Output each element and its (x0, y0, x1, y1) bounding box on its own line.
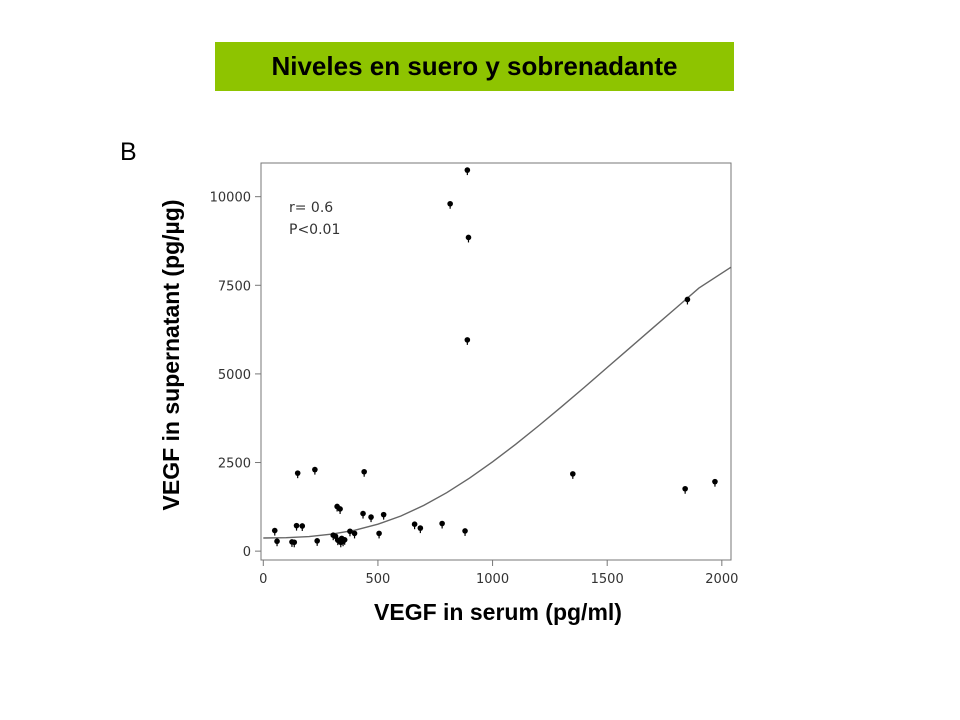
data-point-dot (299, 523, 306, 529)
data-point (341, 536, 348, 545)
data-point-dot (682, 485, 688, 492)
data-point (465, 234, 472, 243)
data-point (337, 506, 343, 514)
data-point-dot (376, 530, 382, 537)
data-point (439, 520, 445, 529)
y-tick-label: 0 (243, 545, 251, 560)
data-point-dot (465, 234, 472, 241)
data-point-dot (462, 528, 468, 534)
data-point-dot (361, 468, 367, 475)
fit-curve-line (263, 266, 732, 539)
data-point-dot (293, 522, 300, 529)
data-point (361, 468, 367, 477)
data-point-dot (337, 506, 343, 512)
data-point (274, 538, 280, 547)
plot-area-frame (260, 162, 732, 561)
data-point (271, 527, 278, 536)
data-point (351, 530, 358, 539)
y-tick-label: 7500 (218, 279, 251, 294)
data-point (312, 466, 318, 475)
data-point (447, 200, 453, 209)
x-axis-label: VEGF in serum (pg/ml) (374, 599, 622, 625)
data-point-dot (274, 538, 280, 545)
data-point (376, 530, 382, 539)
x-tick-label: 500 (366, 572, 391, 587)
data-point (462, 528, 468, 536)
x-tick-label: 0 (259, 572, 267, 587)
data-point (347, 528, 353, 537)
data-point-dot (411, 521, 418, 527)
data-point-dot (351, 530, 358, 537)
fit-curve-layer (263, 266, 732, 539)
data-point (299, 523, 306, 531)
y-axis-label: VEGF in supernatant (pg/µg) (158, 200, 184, 511)
data-point-dot (347, 528, 353, 535)
panel-label: B (120, 138, 137, 166)
data-point (294, 470, 301, 479)
data-point (682, 485, 688, 494)
data-point (684, 296, 691, 305)
data-point (360, 510, 366, 519)
data-point-dot (417, 525, 424, 531)
data-point (380, 511, 387, 520)
data-point-dot (314, 538, 320, 544)
data-point-dot (464, 167, 471, 173)
data-point (291, 539, 298, 548)
data-point-dot (368, 514, 374, 520)
y-tick-label: 5000 (218, 368, 251, 383)
banner-title: Niveles en suero y sobrenadante (271, 51, 678, 81)
x-tick-label: 1000 (476, 572, 509, 587)
data-point-dot (312, 466, 318, 473)
data-point-dot (464, 337, 471, 343)
data-points-layer (271, 167, 718, 548)
data-point (368, 514, 374, 523)
data-point (411, 521, 418, 530)
data-point-dot (684, 296, 691, 303)
data-point-dot (341, 536, 348, 543)
y-tick-label: 2500 (218, 457, 251, 472)
data-point (293, 522, 300, 531)
data-point-dot (447, 200, 453, 207)
data-point-dot (360, 510, 366, 517)
data-point-dot (570, 471, 576, 477)
data-point-dot (380, 511, 387, 518)
data-point-dot (294, 470, 301, 476)
x-tick-label: 2000 (705, 572, 738, 587)
annotation-p: P<0.01 (289, 222, 340, 238)
data-point-dot (439, 520, 445, 527)
data-point (417, 525, 424, 534)
x-axis: 0 500 1000 1500 2000 (259, 560, 738, 587)
y-tick-label: 10000 (210, 191, 251, 206)
annotation-r: r= 0.6 (289, 200, 333, 216)
x-tick-label: 1500 (591, 572, 624, 587)
y-axis: 0 2500 5000 7500 10000 (210, 191, 261, 560)
title-banner: Niveles en suero y sobrenadante (215, 42, 734, 91)
data-point-dot (291, 539, 298, 546)
data-point (314, 538, 320, 546)
data-point (570, 471, 576, 479)
data-point-dot (271, 527, 278, 534)
data-point-dot (712, 478, 718, 485)
data-point (464, 167, 471, 176)
data-point (712, 478, 718, 487)
data-point (464, 337, 471, 345)
